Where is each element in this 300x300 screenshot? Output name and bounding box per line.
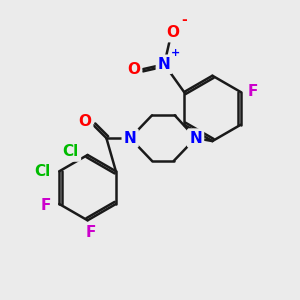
Text: +: +	[171, 48, 181, 59]
Text: O: O	[78, 114, 91, 129]
Text: F: F	[248, 84, 258, 99]
Text: F: F	[40, 199, 51, 214]
Text: O: O	[127, 62, 140, 77]
Text: N: N	[124, 130, 136, 146]
Text: Cl: Cl	[34, 164, 51, 179]
Text: F: F	[85, 225, 96, 240]
Text: N: N	[189, 130, 202, 146]
Text: Cl: Cl	[63, 145, 79, 160]
Text: O: O	[167, 25, 180, 40]
Text: -: -	[181, 13, 187, 27]
Text: N: N	[158, 57, 171, 72]
